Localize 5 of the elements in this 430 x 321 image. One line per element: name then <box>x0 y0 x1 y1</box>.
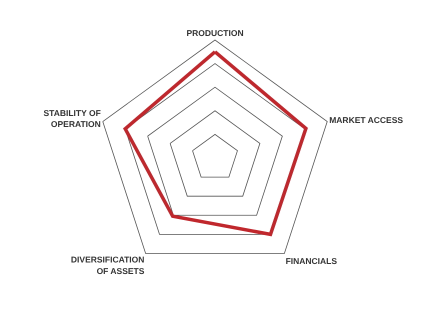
spoke-label: STABILITY OF OPERATION <box>43 108 101 130</box>
spoke-label: FINANCIALS <box>286 256 338 266</box>
spoke-label: MARKET ACCESS <box>329 115 404 126</box>
spoke-label: PRODUCTION <box>186 28 244 38</box>
spoke-label: DIVERSIFICATION OF ASSETS <box>70 254 145 276</box>
